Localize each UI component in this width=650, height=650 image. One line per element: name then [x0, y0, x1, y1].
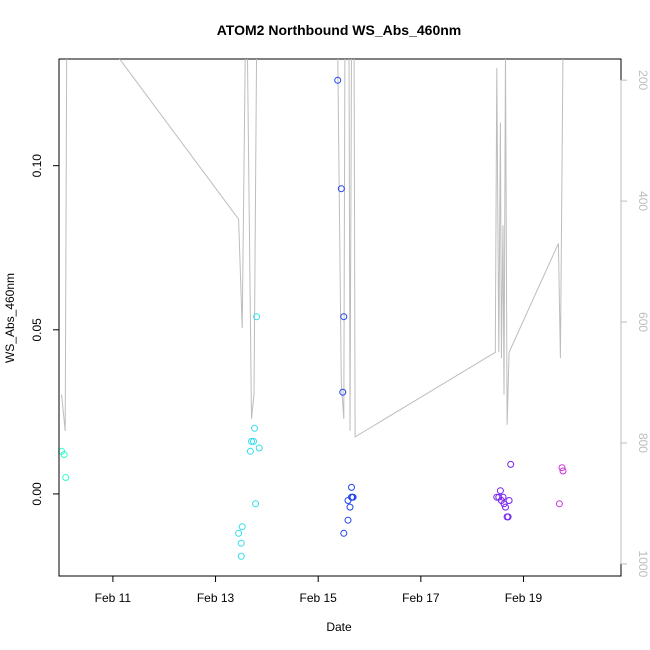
- data-point: [237, 552, 245, 560]
- data-point: [253, 313, 261, 321]
- data-point: [346, 503, 354, 511]
- x-tick-label: Feb 13: [197, 591, 235, 605]
- data-point: [344, 516, 352, 524]
- data-point: [248, 437, 255, 445]
- data-point: [500, 500, 508, 508]
- secondary-y-axis: 200 400 600 800 1000: [620, 70, 650, 578]
- data-point: [348, 493, 356, 501]
- points-layer: [58, 76, 567, 560]
- secondary-y-tick-label: 800: [636, 433, 650, 453]
- data-point: [334, 76, 342, 84]
- data-point: [340, 529, 348, 537]
- data-point: [558, 464, 566, 472]
- y-tick-label: 0.00: [30, 482, 44, 506]
- x-axis-label: Date: [326, 620, 352, 634]
- secondary-line-layer: [61, 59, 564, 438]
- data-point: [507, 460, 515, 468]
- secondary-y-tick-label: 1000: [636, 551, 650, 578]
- secondary-y-tick-label: 200: [636, 70, 650, 90]
- chart-title: ATOM2 Northbound WS_Abs_460nm: [217, 22, 462, 38]
- data-point: [250, 437, 257, 445]
- x-tick-label: Feb 17: [402, 591, 440, 605]
- secondary-series-line: [61, 59, 564, 438]
- data-point: [60, 451, 68, 458]
- data-point: [238, 523, 246, 531]
- data-point: [555, 500, 563, 508]
- data-point: [235, 529, 243, 537]
- data-point: [348, 483, 355, 491]
- plot-area: [58, 58, 622, 577]
- plot-frame: [58, 58, 622, 577]
- data-point: [255, 444, 263, 452]
- x-tick-label: Feb 19: [505, 591, 543, 605]
- secondary-y-tick-label: 600: [636, 312, 650, 332]
- data-point: [340, 313, 348, 321]
- data-point: [339, 388, 347, 396]
- y-axis-label: WS_Abs_460nm: [3, 273, 17, 363]
- data-point: [496, 487, 504, 495]
- x-tick-label: Feb 11: [95, 591, 132, 605]
- data-point: [62, 474, 70, 481]
- data-point: [504, 513, 512, 521]
- y-tick-label: 0.05: [30, 318, 44, 342]
- x-tick-label: Feb 15: [300, 591, 338, 605]
- secondary-y-tick-label: 400: [636, 191, 650, 211]
- data-point: [499, 493, 507, 501]
- data-point: [251, 424, 258, 432]
- data-point: [502, 503, 509, 511]
- y-tick-label: 0.10: [30, 154, 44, 178]
- data-point: [252, 500, 260, 508]
- x-axis: Feb 11 Feb 13 Feb 15 Feb 17 Feb 19: [95, 575, 543, 605]
- data-point: [337, 185, 345, 193]
- data-point: [559, 467, 567, 475]
- y-axis: 0.00 0.05 0.10: [30, 154, 60, 506]
- data-point: [505, 497, 513, 504]
- data-point: [246, 447, 254, 455]
- data-point: [237, 539, 245, 547]
